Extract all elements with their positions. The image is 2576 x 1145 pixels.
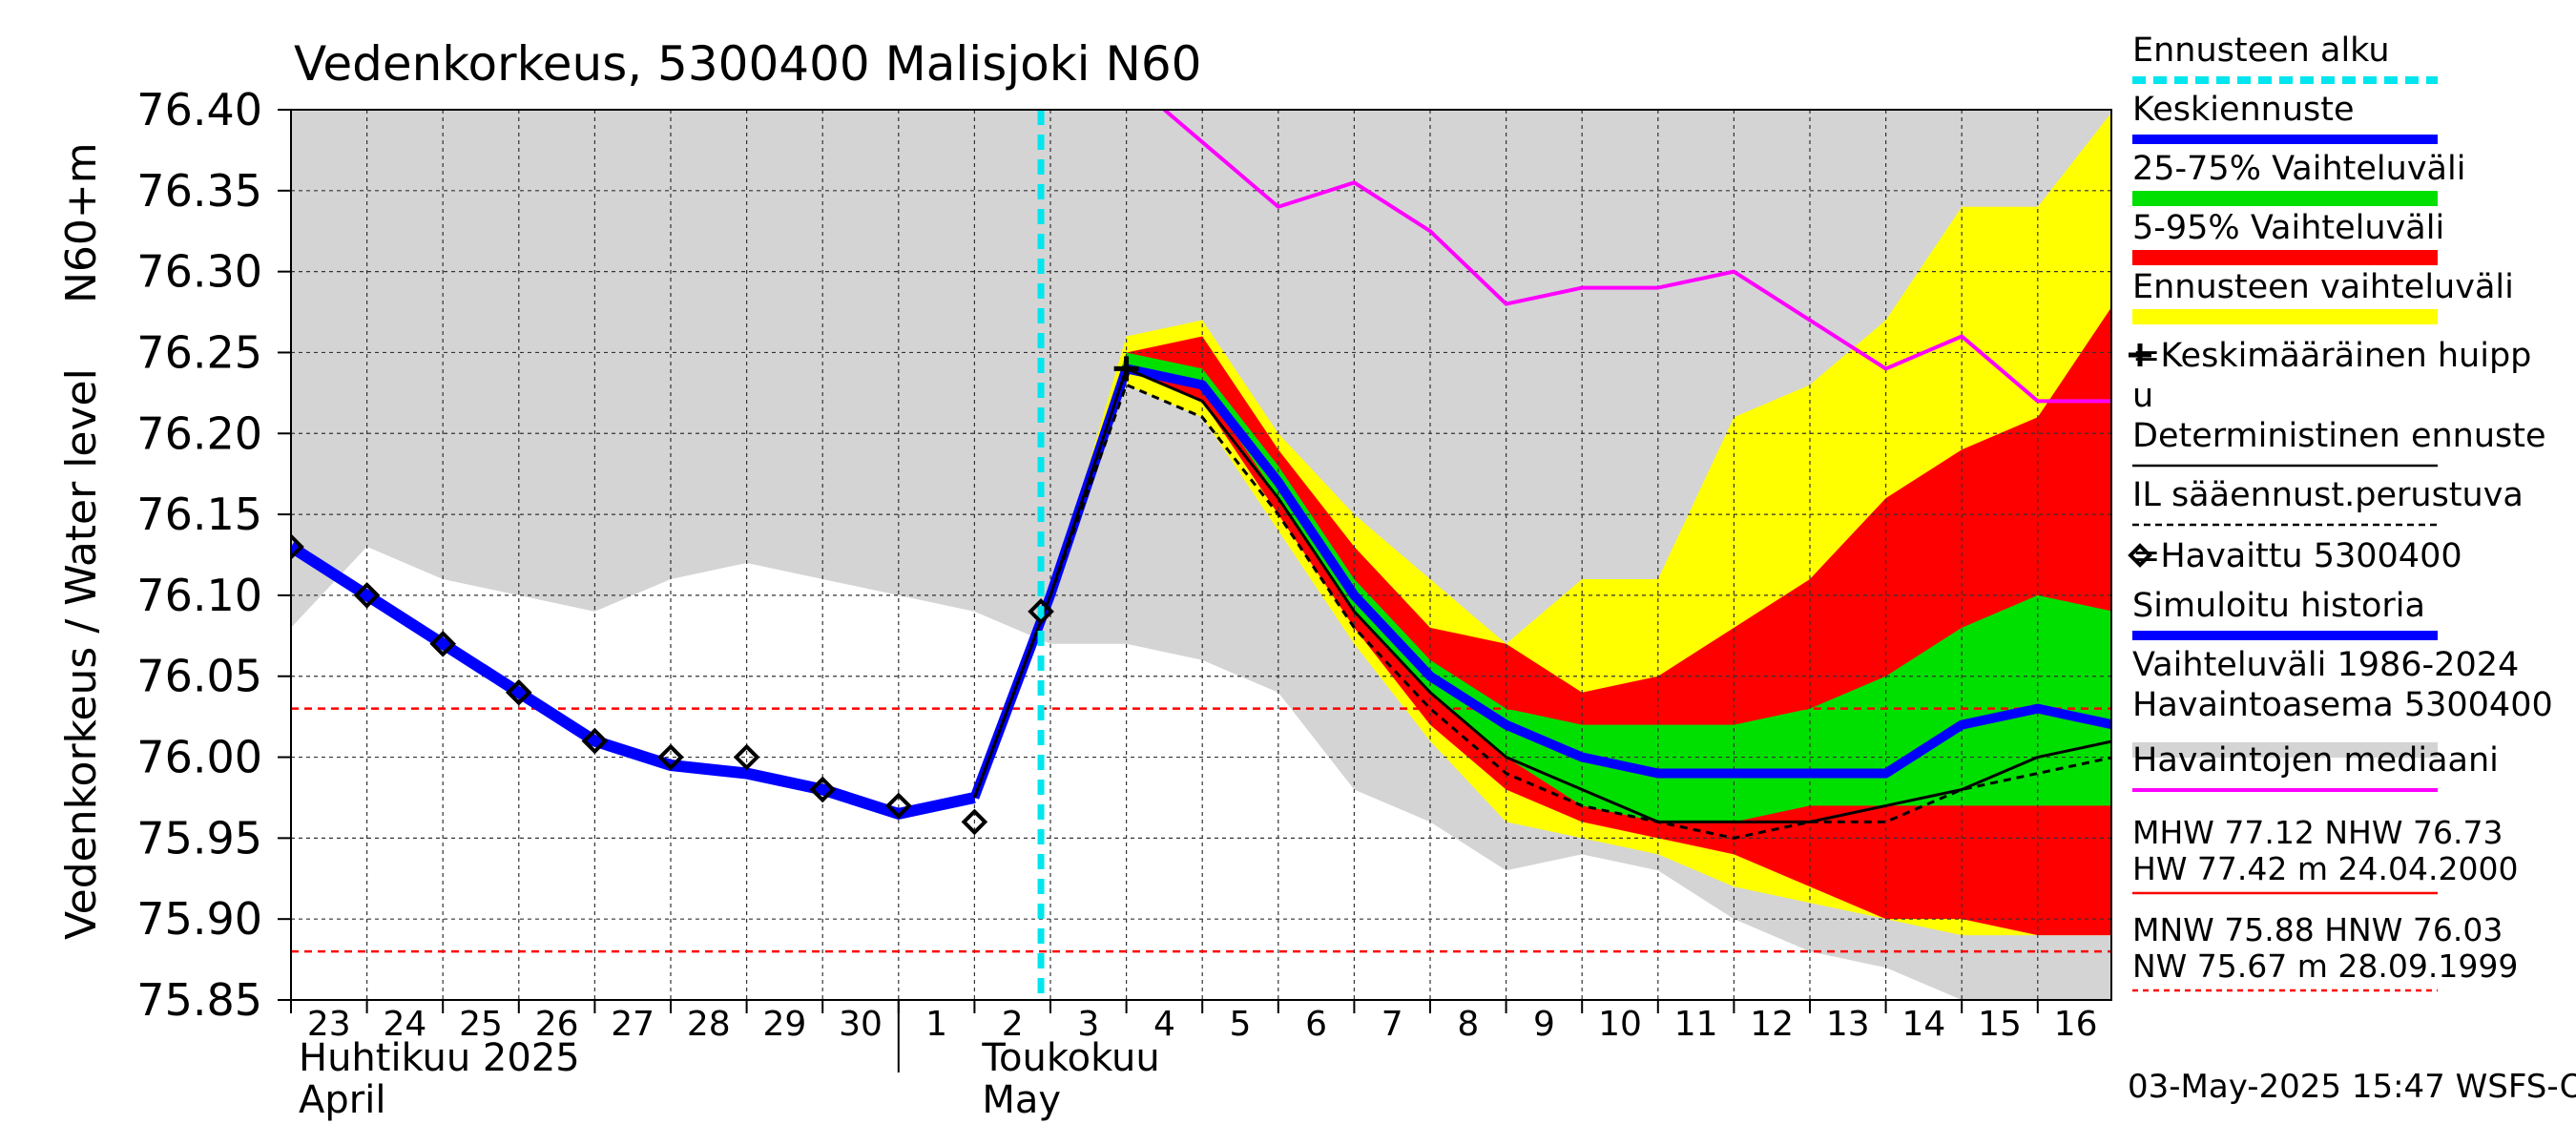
x-tick-label: 26 [535,1005,579,1044]
legend-swatch-observed [2128,543,2152,568]
month-label-fi: Huhtikuu 2025 [299,1036,580,1080]
plot-content [291,110,2111,1000]
x-tick-label: 5 [1230,1005,1252,1044]
observation-point [291,533,304,560]
x-tick-label: 13 [1826,1005,1870,1044]
y-tick-label: 76.00 [136,732,262,783]
observation-point [657,743,684,771]
y-tick-label: 76.25 [136,326,262,378]
y-tick-label: 75.90 [136,893,262,945]
x-tick-label: 25 [459,1005,503,1044]
x-tick-label: 6 [1305,1005,1327,1044]
y-tick-label: 76.10 [136,570,262,621]
median-line [1163,110,2111,404]
simulated-history-line [291,541,976,820]
y-axis-label: Vedenkorkeus / Water level [57,368,106,940]
observation-point [353,582,381,609]
y-axis-unit: N60+m [57,142,106,303]
legend-label-deterministic: Deterministinen ennuste [2132,417,2546,455]
legend-stats-low-2: NW 75.67 m 28.09.1999 [2132,947,2518,985]
legend-label-band-25-75: 25-75% Vaihteluväli [2132,150,2465,188]
y-tick-label: 76.40 [136,84,262,135]
y-tick-label: 76.15 [136,489,262,540]
observation-point [961,808,988,836]
x-tick-label: 1 [925,1005,947,1044]
legend-label-simulated: Simuloitu historia [2132,587,2425,625]
observation-point [1028,598,1054,625]
x-tick-label: 30 [839,1005,883,1044]
x-tick-label: 29 [762,1005,806,1044]
x-tick-label: 11 [1674,1005,1718,1044]
footer-timestamp: 03-May-2025 15:47 WSFS-O [2128,1068,2576,1106]
legend-label-mean-peak: =Keskimääräinen huipp [2132,337,2531,375]
x-tick-label: 4 [1153,1005,1175,1044]
chart-title: Vedenkorkeus, 5300400 Malisjoki N60 [294,36,1202,92]
legend-stats-low-1: MNW 75.88 HNW 76.03 [2132,911,2503,948]
y-tick-label: 76.35 [136,165,262,217]
legend-label2-mean-peak: u [2132,377,2153,415]
observation-point [429,630,457,657]
y-tick-label: 76.05 [136,651,262,702]
legend-label-observed: =Havaittu 5300400 [2132,537,2462,575]
il-forecast-line [972,383,2111,840]
observation-point [505,678,532,706]
x-tick-label: 24 [383,1005,426,1044]
observation-point [809,776,837,803]
plot-frame [290,109,2112,1001]
legend-label-il-based: IL sääennust.perustuva [2132,476,2524,514]
legend-label-forecast-range: Ennusteen vaihteluväli [2132,268,2514,306]
observation-point [733,743,760,771]
x-tick-label: 10 [1598,1005,1642,1044]
observation-point [884,792,912,820]
legend-label2-history-range: Havaintoasema 5300400 [2132,686,2553,724]
x-tick-label: 15 [1978,1005,2022,1044]
month-label-en: April [299,1078,385,1122]
x-tick-label: 27 [611,1005,654,1044]
x-tick-label: 12 [1750,1005,1794,1044]
month-label-fi: Toukokuu [981,1036,1159,1080]
observation-point [581,727,609,755]
forecast-band-2 [974,352,2111,822]
legend-label-band-5-95: 5-95% Vaihteluväli [2132,209,2444,247]
x-tick-label: 23 [307,1005,351,1044]
legend-label-forecast-start: Ennusteen alku [2132,31,2390,70]
legend-stats-high-2: HW 77.42 m 24.04.2000 [2132,850,2518,887]
x-tick-label: 9 [1533,1005,1555,1044]
y-tick-label: 75.95 [136,812,262,864]
month-label-en: May [982,1078,1061,1122]
x-tick-label: 2 [1002,1005,1024,1044]
y-tick-label: 76.30 [136,246,262,298]
y-tick-label: 75.85 [136,974,262,1026]
x-tick-label: 16 [2054,1005,2098,1044]
legend-label-history-range: Vaihteluväli 1986-2024 [2132,646,2519,684]
legend-label-median: Havaintojen mediaani [2132,741,2499,780]
x-tick-label: 3 [1077,1005,1099,1044]
x-tick-label: 8 [1457,1005,1479,1044]
mean-forecast-line [969,364,2111,800]
y-tick-label: 76.20 [136,407,262,459]
plot-area: 76.40 76.35 76.30 76.25 76.20 76.15 76.10 76.05… [136,84,2112,1122]
x-tick-label: 7 [1381,1005,1403,1044]
legend-stats-high-1: MHW 77.12 NHW 76.73 [2132,814,2503,851]
legend-label-mean-forecast: Keskiennuste [2132,91,2355,129]
x-tick-label: 14 [1901,1005,1945,1044]
deterministic-forecast-line [972,366,2111,823]
x-tick-label: 28 [687,1005,731,1044]
legend: Ennusteen alku Keskiennuste 25-75% Vaihtel… [2128,31,2553,992]
